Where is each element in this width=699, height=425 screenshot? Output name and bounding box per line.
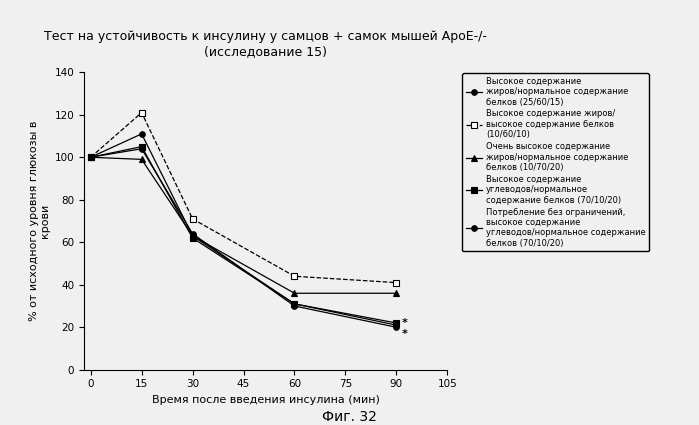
Legend: Высокое содержание
жиров/нормальное содержание
белков (25/60/15), Высокое содерж: Высокое содержание жиров/нормальное соде… [463, 74, 649, 251]
Text: *: * [401, 329, 408, 339]
Text: *: * [401, 318, 408, 328]
Y-axis label: % от исходного уровня глюкозы в
крови: % от исходного уровня глюкозы в крови [29, 121, 50, 321]
Text: Тест на устойчивость к инсулину у самцов + самок мышей АроЕ-/-
(исследование 15): Тест на устойчивость к инсулину у самцов… [44, 30, 487, 58]
X-axis label: Время после введения инсулина (мин): Время после введения инсулина (мин) [152, 395, 380, 405]
Text: Фиг. 32: Фиг. 32 [322, 410, 377, 424]
